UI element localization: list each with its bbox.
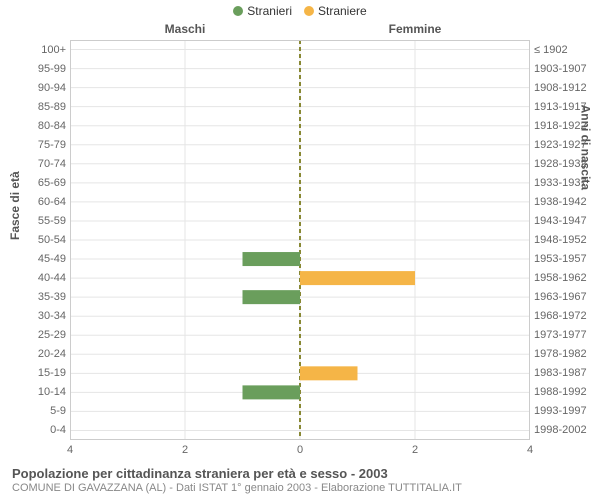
legend-label: Straniere bbox=[318, 4, 367, 18]
female-bar bbox=[300, 271, 415, 285]
legend-label: Stranieri bbox=[247, 4, 292, 18]
birthyear-tick: 1958-1962 bbox=[534, 271, 598, 285]
age-tick: 100+ bbox=[6, 43, 66, 57]
legend-item: Stranieri bbox=[233, 4, 292, 18]
x-tick: 4 bbox=[60, 444, 80, 456]
birthyear-tick: 1998-2002 bbox=[534, 423, 598, 437]
chart-container: StranieriStraniere Fasce di età Anni di … bbox=[0, 0, 600, 500]
birthyear-tick: 1928-1932 bbox=[534, 157, 598, 171]
male-bar bbox=[243, 290, 301, 304]
age-tick: 40-44 bbox=[6, 271, 66, 285]
male-bar bbox=[243, 385, 301, 399]
plot-svg bbox=[70, 40, 530, 440]
birthyear-tick: 1913-1917 bbox=[534, 100, 598, 114]
age-tick: 70-74 bbox=[6, 157, 66, 171]
birthyear-tick: 1938-1942 bbox=[534, 195, 598, 209]
chart-plot-area: Maschi Femmine bbox=[70, 40, 530, 440]
x-tick: 0 bbox=[290, 444, 310, 456]
birthyear-tick: 1908-1912 bbox=[534, 81, 598, 95]
age-tick: 15-19 bbox=[6, 366, 66, 380]
right-panel-title: Femmine bbox=[300, 22, 530, 36]
birthyear-tick: 1933-1937 bbox=[534, 176, 598, 190]
birthyear-tick: 1978-1982 bbox=[534, 347, 598, 361]
age-tick: 60-64 bbox=[6, 195, 66, 209]
age-tick: 90-94 bbox=[6, 81, 66, 95]
x-tick: 2 bbox=[175, 444, 195, 456]
age-tick: 65-69 bbox=[6, 176, 66, 190]
age-tick: 35-39 bbox=[6, 290, 66, 304]
age-tick: 30-34 bbox=[6, 309, 66, 323]
chart-title: Popolazione per cittadinanza straniera p… bbox=[12, 466, 588, 481]
female-bar bbox=[300, 366, 358, 380]
age-tick: 75-79 bbox=[6, 138, 66, 152]
x-tick: 4 bbox=[520, 444, 540, 456]
age-tick: 95-99 bbox=[6, 62, 66, 76]
left-panel-title: Maschi bbox=[70, 22, 300, 36]
age-tick: 80-84 bbox=[6, 119, 66, 133]
age-tick: 25-29 bbox=[6, 328, 66, 342]
legend-swatch bbox=[304, 6, 314, 16]
chart-subtitle: COMUNE DI GAVAZZANA (AL) - Dati ISTAT 1°… bbox=[12, 482, 588, 494]
birthyear-tick: 1953-1957 bbox=[534, 252, 598, 266]
birthyear-tick: 1968-1972 bbox=[534, 309, 598, 323]
birthyear-tick: 1943-1947 bbox=[534, 214, 598, 228]
age-tick: 5-9 bbox=[6, 404, 66, 418]
age-tick: 50-54 bbox=[6, 233, 66, 247]
birthyear-tick: 1983-1987 bbox=[534, 366, 598, 380]
birthyear-tick: 1923-1927 bbox=[534, 138, 598, 152]
birthyear-tick: 1918-1922 bbox=[534, 119, 598, 133]
age-tick: 85-89 bbox=[6, 100, 66, 114]
age-tick: 0-4 bbox=[6, 423, 66, 437]
age-tick: 10-14 bbox=[6, 385, 66, 399]
chart-footer: Popolazione per cittadinanza straniera p… bbox=[12, 466, 588, 494]
birthyear-tick: 1903-1907 bbox=[534, 62, 598, 76]
birthyear-tick: 1988-1992 bbox=[534, 385, 598, 399]
legend: Stranieri Straniere bbox=[0, 4, 600, 19]
legend-swatch bbox=[233, 6, 243, 16]
birthyear-tick: 1993-1997 bbox=[534, 404, 598, 418]
x-tick: 2 bbox=[405, 444, 425, 456]
legend-item: Straniere bbox=[304, 4, 367, 18]
male-bar bbox=[243, 252, 301, 266]
birthyear-tick: 1963-1967 bbox=[534, 290, 598, 304]
age-tick: 45-49 bbox=[6, 252, 66, 266]
birthyear-tick: ≤ 1902 bbox=[534, 43, 598, 57]
age-tick: 20-24 bbox=[6, 347, 66, 361]
birthyear-tick: 1973-1977 bbox=[534, 328, 598, 342]
birthyear-tick: 1948-1952 bbox=[534, 233, 598, 247]
age-tick: 55-59 bbox=[6, 214, 66, 228]
